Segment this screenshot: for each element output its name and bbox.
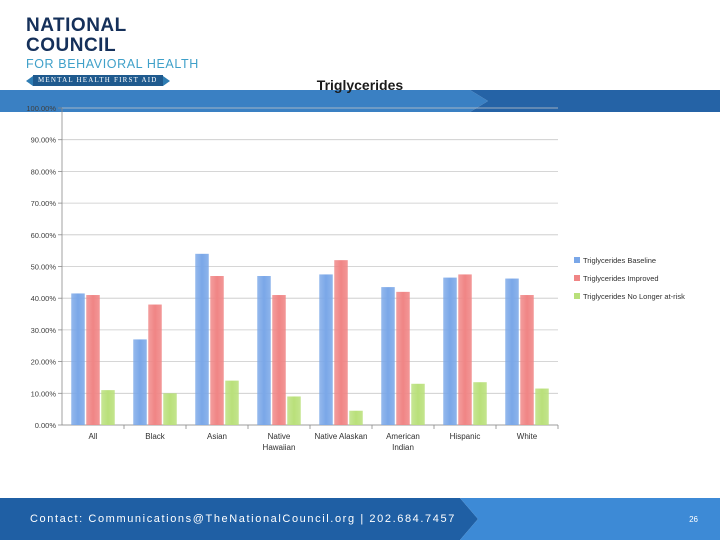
logo: NATIONAL COUNCIL FOR BEHAVIORAL HEALTH M… <box>26 16 216 86</box>
header-band-tail <box>470 90 720 112</box>
banner-left-ribbon <box>26 75 33 86</box>
bar <box>148 304 162 425</box>
bar <box>458 274 472 425</box>
x-tick-label: Black <box>145 432 166 441</box>
legend-swatch <box>574 293 580 299</box>
footer-contact: Contact: Communications@TheNationalCounc… <box>30 513 456 525</box>
x-tick-label: Hispanic <box>450 432 481 441</box>
y-tick-label: 70.00% <box>31 199 57 208</box>
bar <box>349 410 363 425</box>
bar <box>71 293 85 425</box>
bar <box>195 253 209 425</box>
header-band <box>0 90 720 112</box>
x-tick-label: Indian <box>392 443 414 452</box>
bar <box>334 260 348 425</box>
y-tick-label: 50.00% <box>31 263 57 272</box>
y-tick-label: 80.00% <box>31 167 57 176</box>
x-tick-label: American <box>386 432 420 441</box>
legend-swatch <box>574 257 580 263</box>
bar <box>133 339 147 425</box>
bar <box>473 382 487 425</box>
page-number: 26 <box>689 515 698 524</box>
bar <box>210 276 224 425</box>
y-tick-label: 20.00% <box>31 358 57 367</box>
bar <box>396 291 410 425</box>
bar <box>163 393 177 425</box>
logo-banner-text: MENTAL HEALTH FIRST AID <box>33 75 163 86</box>
bar <box>319 274 333 425</box>
header-band-shape <box>0 90 488 112</box>
legend-label: Triglycerides No Longer at-risk <box>583 292 685 301</box>
y-tick-label: 10.00% <box>31 389 57 398</box>
x-tick-label: Native Alaskan <box>315 432 368 441</box>
x-tick-label: All <box>89 432 98 441</box>
legend-swatch <box>574 275 580 281</box>
x-tick-label: Native <box>268 432 291 441</box>
y-tick-label: 30.00% <box>31 326 57 335</box>
y-tick-label: 0.00% <box>35 421 57 430</box>
logo-subtitle: FOR BEHAVIORAL HEALTH <box>26 57 199 71</box>
y-tick-label: 90.00% <box>31 136 57 145</box>
bar <box>225 380 239 425</box>
x-tick-label: White <box>517 432 538 441</box>
chart-title: Triglycerides <box>316 77 404 93</box>
bar <box>505 278 519 425</box>
legend-label: Triglycerides Baseline <box>583 256 656 265</box>
bar <box>411 383 425 425</box>
bar <box>535 388 549 425</box>
banner-right-ribbon <box>162 75 170 86</box>
logo-banner: MENTAL HEALTH FIRST AID <box>26 75 216 86</box>
footer-band-left <box>0 498 478 540</box>
footer-band <box>0 498 720 540</box>
legend-label: Triglycerides Improved <box>583 274 659 283</box>
chart: 0.00% 10.00% 20.00% 30.00% 40.00% 50.00% 60.00… <box>26 104 685 452</box>
logo-title: NATIONAL COUNCIL <box>26 15 127 56</box>
footer-band-right <box>460 498 720 540</box>
y-tick-label: 60.00% <box>31 231 57 240</box>
bar <box>257 276 271 425</box>
y-tick-label: 40.00% <box>31 294 57 303</box>
bar <box>287 396 301 425</box>
bar <box>101 390 115 425</box>
bar <box>381 287 395 425</box>
x-tick-label: Hawaiian <box>263 443 296 452</box>
x-tick-label: Asian <box>207 432 227 441</box>
bar <box>86 295 100 425</box>
bar <box>520 295 534 425</box>
bar <box>443 277 457 425</box>
y-tick-label: 100.00% <box>26 104 56 113</box>
bar <box>272 295 286 425</box>
